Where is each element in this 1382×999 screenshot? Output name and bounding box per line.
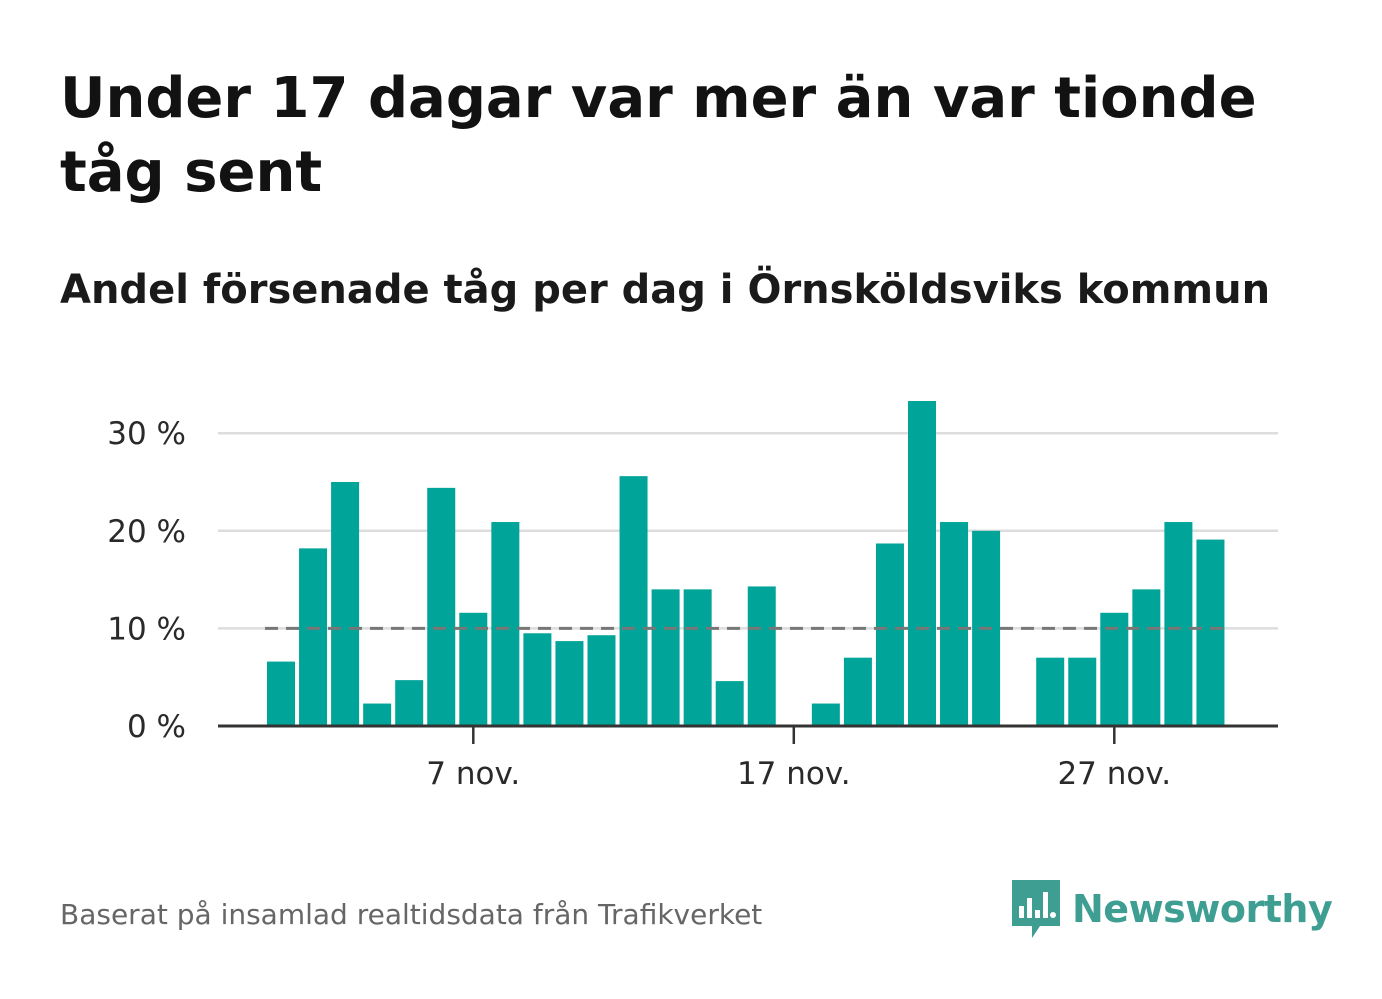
bar-26nov	[1068, 657, 1097, 726]
y-tick-label: 0 %	[127, 709, 186, 745]
bar-2nov	[299, 548, 328, 726]
x-tick-label: 27 nov.	[1057, 756, 1171, 792]
bar-13nov	[651, 589, 680, 726]
y-tick-label: 20 %	[107, 514, 186, 550]
bar-18nov	[811, 703, 840, 726]
bar-28nov	[1132, 589, 1161, 726]
bar-1nov	[267, 661, 295, 726]
bar-11nov	[587, 635, 616, 726]
axes: 0 % 10 % 20 % 30 % 7 nov. 17 nov. 27 nov.	[107, 416, 1278, 792]
bars	[267, 401, 1225, 726]
newsworthy-logo-icon	[1012, 880, 1060, 938]
bar-8nov	[491, 522, 520, 726]
bar-30nov	[1196, 539, 1225, 726]
bar-9nov	[523, 633, 552, 726]
bar-19nov	[843, 657, 872, 726]
bar-12nov	[619, 476, 648, 726]
bar-21nov	[908, 401, 936, 726]
brand-name: Newsworthy	[1072, 887, 1333, 931]
source-note: Baserat på insamlad realtidsdata från Tr…	[60, 898, 763, 931]
bar-10nov	[555, 641, 584, 726]
bar-14nov	[683, 589, 712, 726]
x-tick-label: 7 nov.	[426, 756, 520, 792]
bar-22nov	[940, 522, 969, 726]
chart-title: Under 17 dagar var mer än var tionde tåg…	[60, 66, 1257, 205]
brand-logo[interactable]: Newsworthy	[1010, 878, 1333, 940]
x-tick-label: 17 nov.	[737, 756, 851, 792]
bar-25nov	[1036, 657, 1065, 726]
bar-7nov	[459, 612, 488, 726]
y-tick-label: 30 %	[107, 416, 186, 452]
bar-chart: 0 % 10 % 20 % 30 % 7 nov. 17 nov. 27 nov.	[107, 401, 1278, 792]
bar-4nov	[363, 703, 392, 726]
bar-27nov	[1100, 612, 1129, 726]
bar-20nov	[875, 543, 904, 726]
bar-5nov	[395, 680, 424, 726]
bar-15nov	[715, 681, 744, 726]
bar-16nov	[747, 586, 776, 726]
bar-29nov	[1164, 522, 1193, 726]
bar-3nov	[331, 482, 360, 726]
chart-subtitle: Andel försenade tåg per dag i Örnsköldsv…	[60, 267, 1271, 313]
y-tick-label: 10 %	[107, 611, 186, 647]
bar-6nov	[427, 487, 456, 726]
